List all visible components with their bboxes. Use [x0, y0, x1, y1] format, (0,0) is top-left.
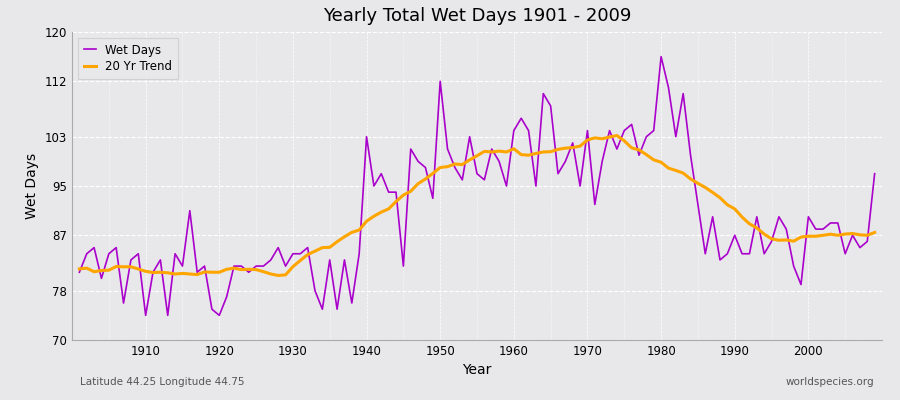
- 20 Yr Trend: [74, 266, 85, 271]
- Line: Wet Days: Wet Days: [79, 57, 875, 315]
- Wet Days: [133, 251, 144, 256]
- 20 Yr Trend: [516, 152, 526, 157]
- Y-axis label: Wet Days: Wet Days: [25, 153, 39, 219]
- Wet Days: [140, 313, 151, 318]
- Wet Days: [302, 245, 313, 250]
- 20 Yr Trend: [611, 133, 622, 138]
- 20 Yr Trend: [273, 273, 284, 278]
- Line: 20 Yr Trend: 20 Yr Trend: [79, 136, 875, 276]
- Wet Days: [869, 171, 880, 176]
- 20 Yr Trend: [133, 266, 144, 271]
- Wet Days: [604, 128, 615, 133]
- Legend: Wet Days, 20 Yr Trend: Wet Days, 20 Yr Trend: [78, 38, 178, 79]
- Text: worldspecies.org: worldspecies.org: [786, 377, 874, 387]
- 20 Yr Trend: [869, 230, 880, 235]
- Wet Days: [516, 116, 526, 121]
- 20 Yr Trend: [302, 252, 313, 257]
- 20 Yr Trend: [346, 230, 357, 235]
- 20 Yr Trend: [604, 135, 615, 140]
- Wet Days: [656, 54, 667, 59]
- 20 Yr Trend: [508, 146, 519, 151]
- Wet Days: [508, 128, 519, 133]
- Wet Days: [74, 270, 85, 275]
- X-axis label: Year: Year: [463, 364, 491, 378]
- Wet Days: [346, 301, 357, 306]
- Title: Yearly Total Wet Days 1901 - 2009: Yearly Total Wet Days 1901 - 2009: [323, 7, 631, 25]
- Text: Latitude 44.25 Longitude 44.75: Latitude 44.25 Longitude 44.75: [80, 377, 245, 387]
